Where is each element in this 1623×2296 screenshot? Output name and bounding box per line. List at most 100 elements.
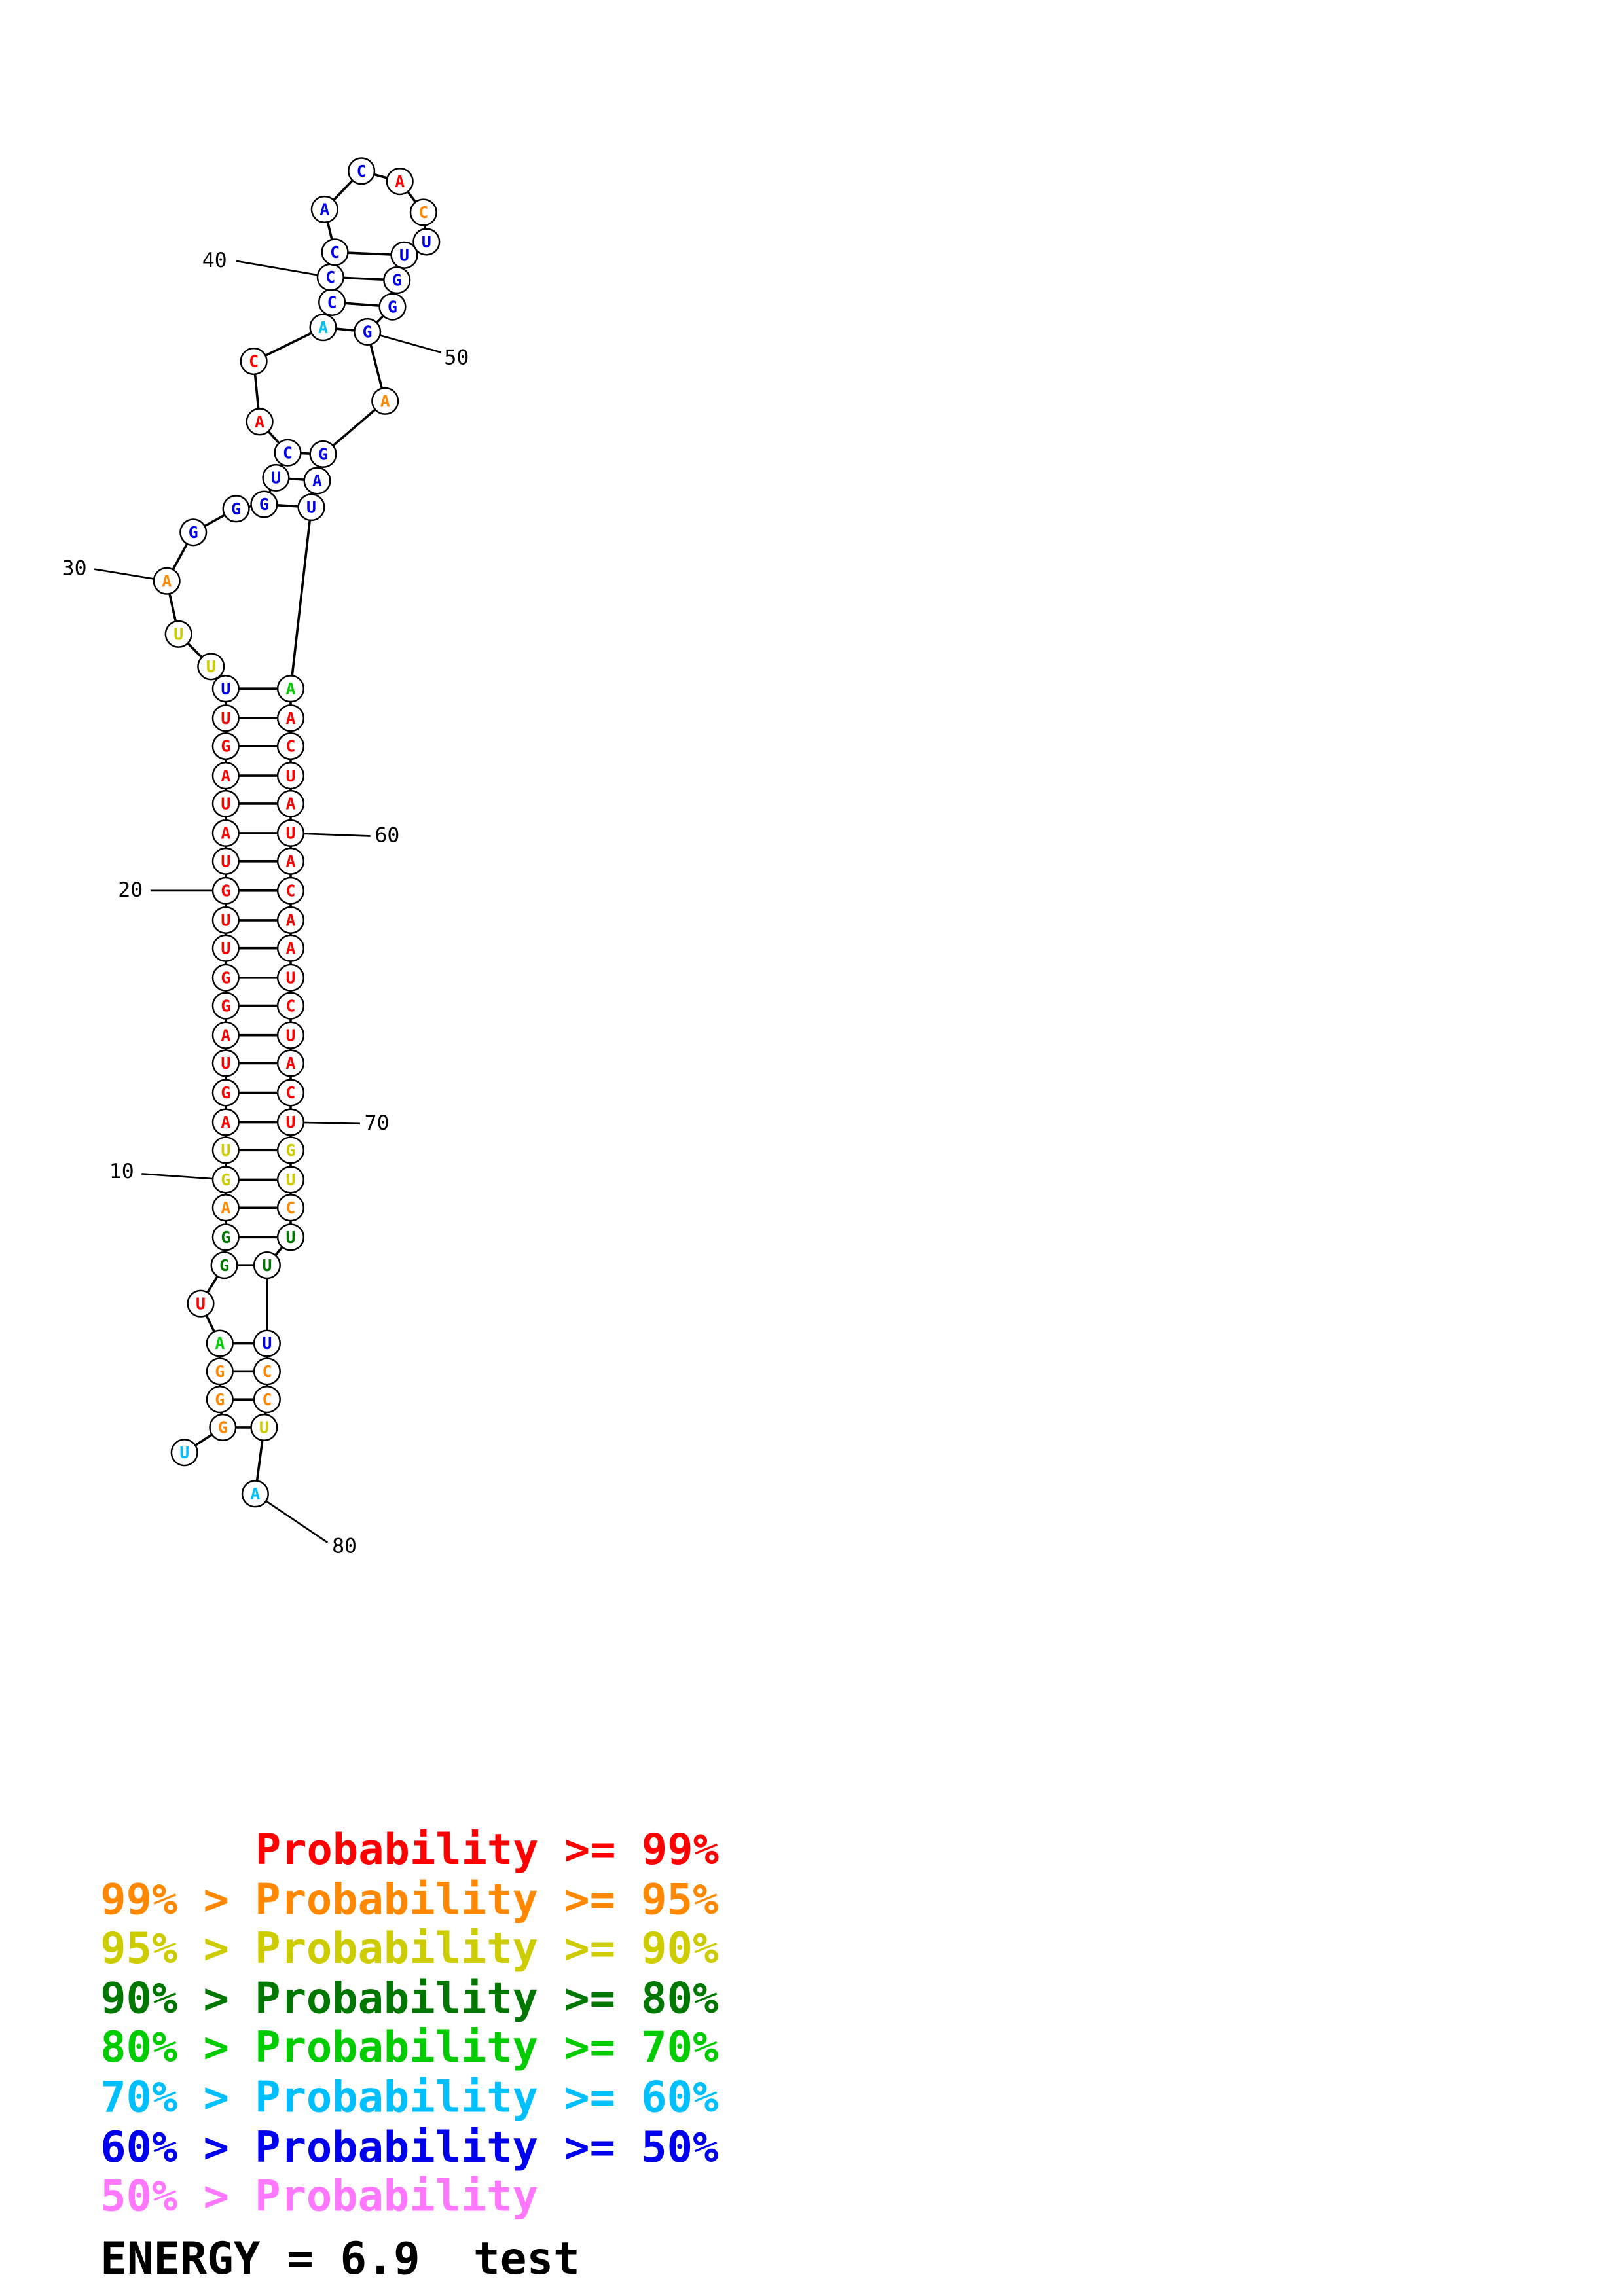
nucleotide-circle [276, 847, 305, 875]
nucleotide-letter: C [283, 443, 293, 462]
legend-line-below50: 50% > Probability [100, 2171, 538, 2221]
nucleotide-circle [276, 1136, 305, 1164]
nucleotide-letter: U [286, 1113, 296, 1132]
nucleotide-letter: G [392, 271, 402, 290]
nucleotide-letter: G [219, 1256, 229, 1275]
nucleotide-circle [209, 1413, 237, 1442]
nucleotide-circle [276, 704, 305, 732]
nucleotide-circle [211, 963, 240, 992]
nucleotide-circle [211, 789, 240, 817]
nucleotide-circle [321, 238, 349, 266]
position-label: 70 [365, 1111, 390, 1135]
position-label: 20 [118, 878, 143, 902]
position-label: 60 [374, 823, 399, 847]
nucleotide-circle [253, 1251, 281, 1280]
nucleotide-letter: U [221, 709, 230, 728]
nucleotide-circle [274, 439, 302, 467]
nucleotide-circle [170, 1439, 198, 1467]
nucleotide-letter: G [318, 445, 328, 464]
position-label: 30 [62, 557, 87, 581]
nucleotide-circle [246, 408, 274, 436]
nucleotide-letter: G [221, 737, 230, 756]
nucleotide-letter: G [215, 1390, 225, 1409]
position-leader-line [236, 260, 331, 278]
nucleotide-letter: G [215, 1362, 225, 1381]
nucleotide-letter: U [259, 1418, 269, 1437]
nucleotide-circle [211, 876, 240, 905]
nucleotide-letter: A [286, 852, 296, 870]
nucleotide-circle [276, 762, 305, 790]
nucleotide-letter: U [422, 232, 431, 251]
nucleotide-letter: G [286, 1141, 296, 1160]
nucleotide-letter: U [221, 795, 230, 814]
nucleotide-circle [409, 198, 437, 226]
nucleotide-letter: C [330, 243, 340, 262]
nucleotide-letter: U [221, 852, 230, 870]
nucleotide-circle [309, 314, 337, 342]
nucleotide-circle [250, 1413, 278, 1442]
legend-line-99: Probability >= 99% [255, 1825, 719, 1874]
nucleotide-circle [276, 675, 305, 703]
nucleotide-letter: U [221, 679, 230, 698]
nucleotide-letter: U [306, 498, 316, 517]
nucleotide-letter: G [221, 968, 230, 987]
nucleotide-letter: G [221, 996, 230, 1015]
nucleotide-letter: U [286, 824, 296, 843]
nucleotide-circle [211, 1136, 240, 1164]
nucleotide-letter: U [286, 968, 296, 987]
nucleotide-letter: A [286, 679, 296, 698]
nucleotide-letter: C [286, 1198, 296, 1217]
nucleotide-letter: G [388, 297, 397, 316]
nucleotide-letter: U [206, 657, 216, 676]
nucleotide-letter: A [162, 571, 172, 590]
nucleotide-letter: A [286, 911, 296, 930]
nucleotide-circle [412, 228, 441, 256]
nucleotide-circle [206, 1357, 234, 1386]
backbone-bond [289, 507, 313, 689]
nucleotide-circle [276, 789, 305, 817]
nucleotide-letter: U [286, 1026, 296, 1045]
nucleotide-circle [348, 157, 376, 185]
nucleotide-circle [276, 1021, 305, 1049]
nucleotide-circle [250, 490, 278, 518]
nucleotide-letter: U [221, 1054, 230, 1073]
nucleotide-circle [371, 387, 399, 415]
nucleotide-letter: U [262, 1256, 272, 1275]
nucleotide-letter: A [221, 1113, 230, 1132]
nucleotide-letter: U [271, 469, 281, 488]
nucleotide-circle [210, 1251, 238, 1280]
nucleotide-letter: G [231, 499, 241, 518]
nucleotide-letter: C [286, 737, 296, 756]
position-leader-line [141, 1173, 226, 1181]
nucleotide-circle [276, 992, 305, 1020]
nucleotide-letter: A [319, 200, 329, 219]
nucleotide-circle [253, 1357, 281, 1386]
nucleotide-letter: A [286, 939, 296, 958]
position-label: 50 [444, 346, 469, 370]
nucleotide-letter: C [357, 162, 367, 181]
nucleotide-letter: U [221, 911, 230, 930]
legend-line-95: 99% > Probability >= 95% [100, 1874, 718, 1924]
nucleotide-letter: A [221, 1198, 230, 1217]
legend-line-70: 80% > Probability >= 70% [100, 2022, 718, 2072]
nucleotide-letter: A [250, 1484, 260, 1503]
nucleotide-letter: G [221, 882, 230, 901]
nucleotide-circle [211, 1021, 240, 1049]
nucleotide-circle [211, 847, 240, 875]
nucleotide-letter: A [380, 392, 390, 411]
legend-line-50: 60% > Probability >= 50% [100, 2123, 718, 2172]
nucleotide-circle [386, 168, 414, 196]
nucleotide-circle [211, 819, 240, 848]
nucleotide-circle [211, 675, 240, 703]
nucleotide-circle [383, 266, 411, 295]
nucleotide-circle [206, 1329, 234, 1357]
nucleotide-letter: U [286, 1228, 296, 1247]
nucleotide-letter: C [286, 882, 296, 901]
nucleotide-circle [354, 317, 382, 346]
nucleotide-letter: C [286, 1083, 296, 1102]
nucleotide-circle [211, 1079, 240, 1107]
nucleotide-circle [262, 463, 290, 492]
nucleotide-letter: C [418, 203, 428, 222]
